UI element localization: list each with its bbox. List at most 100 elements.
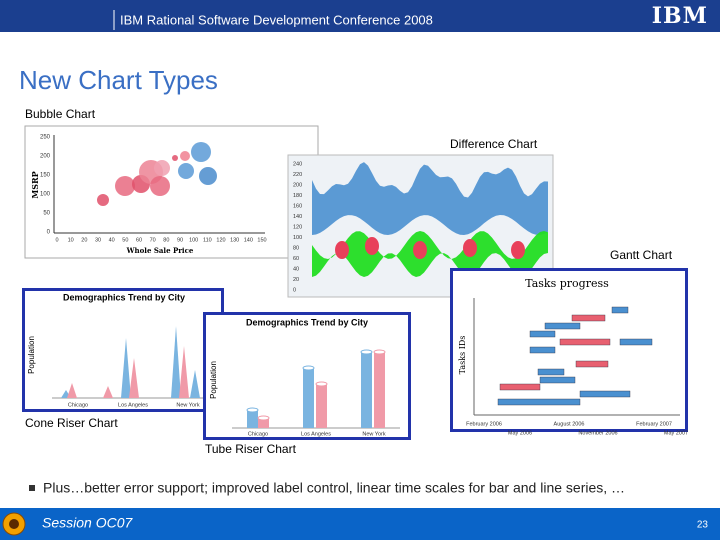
cone-thumbnail: Demographics Trend by City Population Ch… [22, 288, 224, 412]
tick-label: February 2007 [636, 421, 672, 427]
gantt-bar [544, 322, 581, 330]
difference-thumbnail: 0 20 40 60 80 100 120 140 160 180 200 220 240 [287, 154, 554, 298]
axis-title: MSRP [30, 171, 40, 198]
tick-label: 40 [109, 237, 115, 243]
tick-label: 140 [293, 214, 302, 220]
tick-label: 40 [293, 266, 299, 272]
gantt-bar [529, 346, 556, 354]
axis-title: Population [27, 336, 36, 374]
bubble-shape [178, 163, 194, 179]
tick-label: February 2006 [466, 421, 502, 427]
tick-label: 30 [95, 237, 101, 243]
tick-label: 150 [257, 237, 266, 243]
tick-label: 0 [293, 287, 296, 293]
tube-cap [360, 349, 373, 355]
bubble-shape [191, 142, 211, 162]
gantt-bar [499, 383, 541, 391]
panel-label: Cone Riser Chart [25, 416, 118, 430]
category-label: New York [362, 431, 385, 437]
header-title: IBM Rational Software Development Confer… [120, 12, 433, 27]
bubble-shape [97, 194, 109, 206]
difference-blob [335, 241, 349, 259]
tick-label: 180 [293, 193, 302, 199]
difference-blob [511, 241, 525, 259]
thumbnail-frame [24, 125, 319, 259]
difference-blob [463, 239, 477, 257]
panel-label: Difference Chart [450, 137, 538, 151]
tube-shape [247, 410, 258, 428]
tube-cap [302, 365, 315, 371]
tick-label: 130 [230, 237, 239, 243]
bubble-shape [199, 167, 217, 185]
axis-title: Tasks IDs [458, 336, 467, 375]
tick-label: 70 [150, 237, 156, 243]
tube-shape [258, 418, 269, 428]
gantt-bar [559, 338, 611, 346]
cone-shape [67, 383, 77, 398]
tick-label: November 2006 [578, 430, 617, 436]
thumbnail-frame [450, 268, 688, 432]
tick-label: 200 [293, 182, 302, 188]
difference-area [312, 162, 548, 235]
gantt-bar [611, 306, 629, 314]
footer-bar [0, 508, 720, 540]
bubble-shape [172, 155, 178, 161]
gantt-bar [497, 398, 581, 406]
panel-label: Tube Riser Chart [205, 442, 297, 456]
tick-label: 0 [47, 230, 51, 236]
category-label: Los Angeles [118, 402, 148, 408]
session-label: Session OC07 [42, 515, 133, 531]
slide-title: New Chart Types [19, 65, 218, 95]
bubble-shape [180, 151, 190, 161]
tube-cap [373, 349, 386, 355]
category-label: Chicago [248, 431, 268, 437]
header-bar [0, 0, 720, 32]
cone-shape [179, 346, 189, 398]
tick-label: 20 [293, 277, 299, 283]
tube-cap [257, 415, 270, 421]
tick-label: 160 [293, 203, 302, 209]
bubble-thumbnail: MSRP Whole Sale Price 0 50 100 150 200 250 0 10… [24, 125, 319, 259]
tick-label: 10 [68, 237, 74, 243]
bullet-marker [29, 485, 35, 491]
tick-label: 50 [122, 237, 128, 243]
tick-label: 240 [293, 161, 302, 167]
category-label: New York [176, 402, 199, 408]
tick-label: 110 [203, 237, 212, 243]
tick-label: 80 [293, 245, 299, 251]
ibm-logo: IBM [652, 3, 708, 29]
bubble-shape [150, 176, 170, 196]
gantt-bar [539, 376, 576, 384]
thumbnail-title: Demographics Trend by City [246, 317, 368, 327]
tick-label: 100 [293, 235, 302, 241]
thumbnail-title: Demographics Trend by City [63, 292, 185, 302]
thumbnail-title: Tasks progress [525, 277, 609, 290]
page-number: 23 [697, 520, 709, 531]
tick-label: 50 [43, 211, 50, 217]
tick-label: 0 [55, 237, 58, 243]
axis-title: Population [209, 361, 218, 399]
cone-shape [129, 358, 139, 398]
difference-blob [365, 237, 379, 255]
tube-shape [303, 368, 314, 428]
gantt-bar [529, 330, 556, 338]
tube-cap [246, 407, 259, 413]
tick-label: 140 [244, 237, 253, 243]
tick-label: August 2006 [554, 421, 585, 427]
tube-shape [374, 352, 385, 428]
gantt-bar [579, 390, 631, 398]
tick-label: 60 [293, 256, 299, 262]
tick-label: 200 [40, 154, 51, 160]
cone-shape [190, 370, 200, 398]
tick-label: May 2006 [508, 430, 532, 436]
cone-shape [121, 338, 131, 398]
difference-blob [413, 241, 427, 259]
tube-thumbnail: Demographics Trend by City Population Ch… [203, 312, 411, 440]
tick-label: 100 [189, 237, 198, 243]
tick-label: 100 [40, 192, 51, 198]
panel-label: Gantt Chart [610, 248, 673, 262]
tick-label: 250 [40, 135, 51, 141]
gantt-bar [571, 314, 606, 322]
